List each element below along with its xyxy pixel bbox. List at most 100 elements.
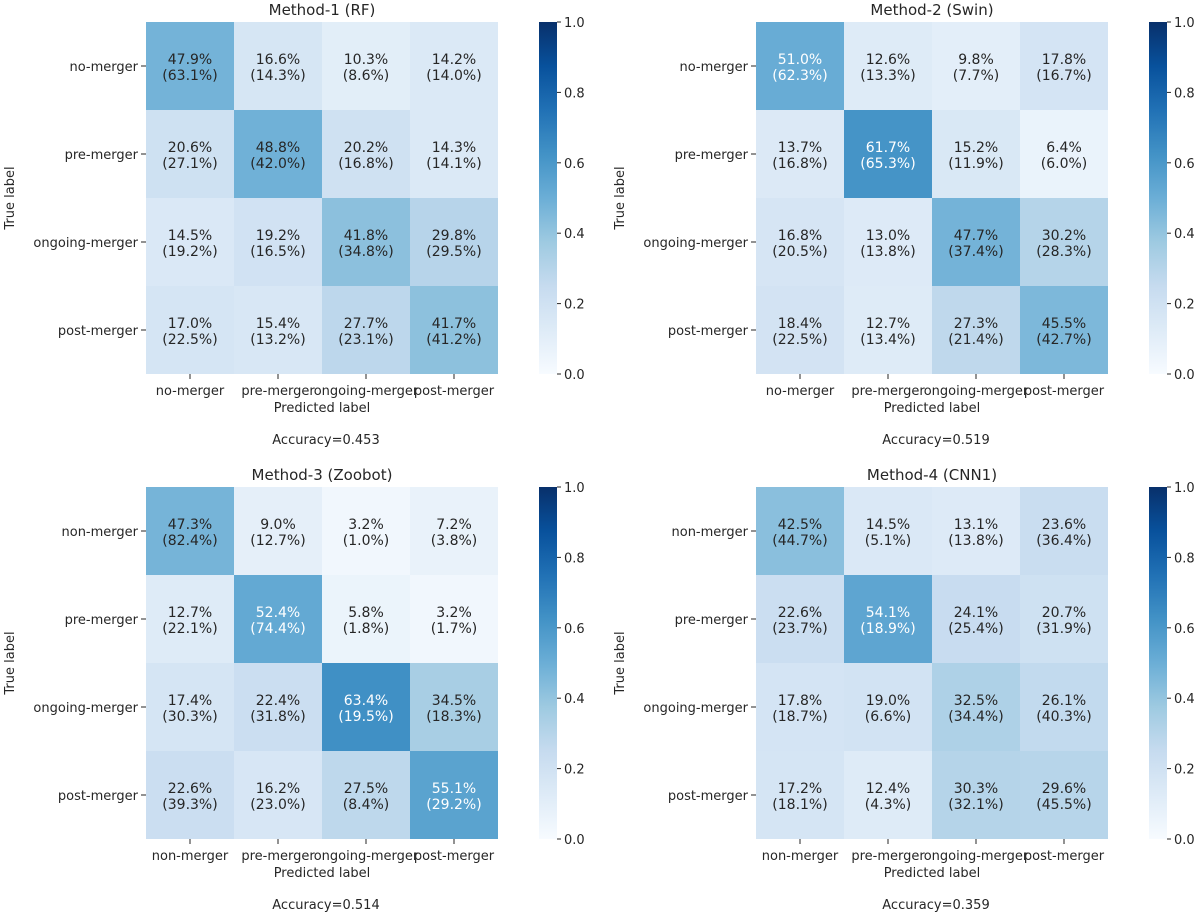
cell-subvalue-label: (32.1%) bbox=[948, 797, 1003, 813]
cell-subvalue-label: (82.4%) bbox=[162, 533, 217, 549]
colorbar-tick-label: 0.8 bbox=[1174, 86, 1195, 101]
colorbar-tick-label: 0.0 bbox=[1174, 368, 1195, 383]
cell-value-label: 6.4% bbox=[1046, 140, 1082, 156]
cell-subvalue-label: (21.4%) bbox=[948, 332, 1003, 348]
cell-value-label: 12.7% bbox=[866, 316, 910, 332]
cell-subvalue-label: (29.5%) bbox=[426, 244, 481, 260]
cell-subvalue-label: (16.5%) bbox=[250, 244, 305, 260]
cell-value-label: 22.6% bbox=[778, 605, 822, 621]
heatmap-cell bbox=[932, 487, 1020, 575]
cell-subvalue-label: (14.3%) bbox=[250, 68, 305, 84]
x-axis-label: Predicted label bbox=[884, 401, 981, 416]
cell-value-label: 54.1% bbox=[866, 605, 910, 621]
heatmap-cell bbox=[234, 110, 322, 198]
y-tick-label: post-merger bbox=[668, 789, 749, 804]
colorbar bbox=[539, 487, 557, 839]
colorbar-tick-label: 0.4 bbox=[564, 692, 585, 707]
x-tick-label: post-merger bbox=[1024, 849, 1105, 864]
chart-panel-3: 47.3%(82.4%)9.0%(12.7%)3.2%(1.0%)7.2%(3.… bbox=[3, 466, 585, 913]
cell-subvalue-label: (22.5%) bbox=[162, 332, 217, 348]
cell-subvalue-label: (11.9%) bbox=[948, 156, 1003, 172]
colorbar-tick-label: 0.2 bbox=[1174, 298, 1195, 313]
y-axis-label: True label bbox=[613, 631, 628, 695]
x-axis-label: Predicted label bbox=[274, 866, 371, 881]
cell-subvalue-label: (14.0%) bbox=[426, 68, 481, 84]
cell-value-label: 61.7% bbox=[866, 140, 910, 156]
heatmap-cell bbox=[322, 663, 410, 751]
heatmap-cell bbox=[234, 286, 322, 374]
colorbar-tick-label: 1.0 bbox=[1174, 481, 1195, 496]
chart-panel-2: 51.0%(62.3%)12.6%(13.3%)9.8%(7.7%)17.8%(… bbox=[613, 1, 1195, 448]
y-tick-label: ongoing-merger bbox=[643, 701, 748, 716]
cell-subvalue-label: (31.8%) bbox=[250, 709, 305, 725]
cell-value-label: 12.6% bbox=[866, 52, 910, 68]
cell-value-label: 47.3% bbox=[168, 517, 212, 533]
cell-value-label: 27.7% bbox=[344, 316, 388, 332]
heatmap-cell bbox=[844, 663, 932, 751]
cell-subvalue-label: (13.8%) bbox=[948, 533, 1003, 549]
colorbar-tick-label: 1.0 bbox=[564, 16, 585, 31]
y-tick-label: pre-merger bbox=[675, 148, 749, 163]
heatmap-cell bbox=[844, 575, 932, 663]
accuracy-caption: Accuracy=0.514 bbox=[272, 898, 379, 913]
y-tick-label: post-merger bbox=[668, 324, 749, 339]
heatmap-cell bbox=[322, 286, 410, 374]
heatmap-cell bbox=[410, 575, 498, 663]
heatmap-cell bbox=[410, 110, 498, 198]
cell-value-label: 23.6% bbox=[1042, 517, 1086, 533]
cell-subvalue-label: (18.7%) bbox=[772, 709, 827, 725]
cell-value-label: 41.7% bbox=[432, 316, 476, 332]
cell-value-label: 29.8% bbox=[432, 228, 476, 244]
cell-subvalue-label: (3.8%) bbox=[431, 533, 478, 549]
cell-value-label: 17.0% bbox=[168, 316, 212, 332]
heatmap-cell bbox=[756, 487, 844, 575]
heatmap-cell bbox=[756, 110, 844, 198]
colorbar-tick-label: 0.8 bbox=[1174, 551, 1195, 566]
heatmap-cell bbox=[932, 110, 1020, 198]
heatmap-cell bbox=[932, 663, 1020, 751]
cell-value-label: 32.5% bbox=[954, 693, 998, 709]
cell-value-label: 42.5% bbox=[778, 517, 822, 533]
chart-panel-4: 42.5%(44.7%) 14.5%(5.1%) 13.1%(13.8%) 23.6%… bbox=[613, 466, 1195, 913]
cell-subvalue-label: (74.4%) bbox=[250, 621, 305, 637]
y-tick-label: non-merger bbox=[672, 525, 749, 540]
chart-title: Method-3 (Zoobot) bbox=[252, 466, 393, 484]
cell-value-label: 30.3% bbox=[954, 781, 998, 797]
cell-value-label: 52.4% bbox=[256, 605, 300, 621]
y-tick-label: no-merger bbox=[680, 60, 749, 75]
cell-value-label: 17.2% bbox=[778, 781, 822, 797]
heatmap-cell bbox=[844, 286, 932, 374]
cell-value-label: 19.2% bbox=[256, 228, 300, 244]
cell-subvalue-label: (8.6%) bbox=[343, 68, 390, 84]
x-tick-label: post-merger bbox=[414, 384, 495, 399]
colorbar-tick-label: 0.6 bbox=[1174, 622, 1195, 637]
cell-value-label: 13.0% bbox=[866, 228, 910, 244]
cell-subvalue-label: (18.9%) bbox=[860, 621, 915, 637]
cell-subvalue-label: (1.0%) bbox=[343, 533, 390, 549]
y-tick-label: ongoing-merger bbox=[33, 236, 138, 251]
heatmap-cell bbox=[844, 110, 932, 198]
colorbar-tick-label: 0.2 bbox=[564, 298, 585, 313]
colorbar-tick-label: 1.0 bbox=[1174, 16, 1195, 31]
heatmap-cell bbox=[844, 22, 932, 110]
heatmap-cell bbox=[234, 22, 322, 110]
cell-value-label: 12.7% bbox=[168, 605, 212, 621]
cell-value-label: 34.5% bbox=[432, 693, 476, 709]
heatmap-cell bbox=[1020, 575, 1108, 663]
heatmap-cell bbox=[756, 575, 844, 663]
heatmap-cell bbox=[410, 198, 498, 286]
cell-value-label: 20.2% bbox=[344, 140, 388, 156]
heatmap-cell bbox=[756, 663, 844, 751]
cell-subvalue-label: (23.7%) bbox=[772, 621, 827, 637]
y-tick-label: pre-merger bbox=[65, 148, 139, 163]
cell-value-label: 14.5% bbox=[866, 517, 910, 533]
heatmap-cell bbox=[234, 663, 322, 751]
cell-value-label: 48.8% bbox=[256, 140, 300, 156]
x-axis-label: Predicted label bbox=[884, 866, 981, 881]
x-tick-label: ongoing-merger bbox=[314, 849, 419, 864]
heatmap-cell bbox=[234, 751, 322, 839]
cell-value-label: 41.8% bbox=[344, 228, 388, 244]
heatmap-cell bbox=[322, 198, 410, 286]
cell-subvalue-label: (62.3%) bbox=[772, 68, 827, 84]
